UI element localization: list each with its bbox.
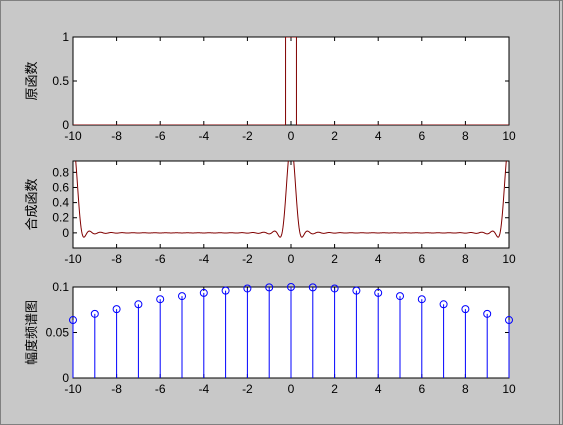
x-tick-label: 6 [418, 129, 425, 143]
x-tick-label: -4 [198, 252, 209, 266]
axes-amplitude-spectrum: -10 -8 -6 -4 -2 0 2 4 6 8 10 0 0.05 0.1 幅度频谱图 [24, 280, 516, 396]
x-tick-label: -4 [198, 382, 209, 396]
y-tick-label: 1 [62, 30, 69, 44]
stem-marker [112, 305, 121, 314]
x-tick-label: 8 [462, 382, 469, 396]
stem-marker [439, 300, 448, 309]
x-tick-label: -6 [155, 252, 166, 266]
x-tick-label: -10 [64, 129, 82, 143]
x-tick-label: 0 [288, 252, 295, 266]
stem-marker [199, 288, 208, 297]
y-tick-label: 0.8 [52, 165, 69, 179]
y-tick-label: 0 [62, 118, 69, 132]
stem-marker [243, 284, 252, 293]
stem-marker [461, 305, 470, 314]
stem-marker [374, 288, 383, 297]
stem-marker [505, 316, 513, 325]
stem-marker [308, 283, 317, 292]
y-tick-label: 0.2 [52, 211, 69, 225]
stem-marker [287, 283, 295, 291]
y-axis-label: 合成函数 [24, 178, 39, 230]
stem-marker [221, 286, 230, 295]
x-tick-label: 0 [288, 382, 295, 396]
y-tick-label: 0.6 [52, 180, 69, 194]
x-tick-label: -8 [111, 129, 122, 143]
x-tick-label: -2 [242, 382, 253, 396]
x-tick-label: 2 [331, 129, 338, 143]
plot-area [72, 160, 510, 249]
y-axis-label: 幅度频谱图 [24, 300, 39, 365]
stem-marker [265, 283, 274, 292]
stem-marker [134, 300, 143, 309]
x-tick-label: 10 [502, 129, 516, 143]
stem-marker [396, 292, 404, 301]
stem-marker [69, 316, 77, 325]
x-tick-label: 4 [375, 252, 382, 266]
plot-area [72, 36, 510, 126]
x-tick-label: -10 [64, 382, 82, 396]
y-tick-label: 0 [62, 226, 69, 240]
x-tick-label: 2 [331, 252, 338, 266]
x-tick-label: 8 [462, 252, 469, 266]
x-tick-label: 4 [375, 382, 382, 396]
y-axis-label: 原函数 [24, 61, 39, 100]
axes-original-function: -10 -8 -6 -4 -2 0 2 4 6 8 10 0 0.5 1 原函数 [24, 30, 516, 143]
x-tick-label: 0 [288, 129, 295, 143]
y-tick-label: 0 [62, 371, 69, 385]
x-tick-label: -6 [155, 129, 166, 143]
x-tick-label: -4 [198, 129, 209, 143]
stem-marker [417, 295, 426, 304]
stem-marker [483, 309, 492, 318]
x-tick-label: 6 [418, 252, 425, 266]
x-tick-label: -10 [64, 252, 82, 266]
stem-marker [178, 292, 186, 301]
series-line [75, 161, 507, 238]
stem-marker [352, 286, 361, 295]
x-tick-label: 4 [375, 129, 382, 143]
x-tick-label: -6 [155, 382, 166, 396]
stem-marker [156, 295, 165, 304]
x-tick-label: 10 [502, 382, 516, 396]
y-tick-label: 0.5 [52, 74, 69, 88]
x-tick-label: -8 [111, 252, 122, 266]
y-tick-label: 0.4 [52, 196, 69, 210]
x-tick-label: 10 [502, 252, 516, 266]
x-tick-label: 6 [418, 382, 425, 396]
x-tick-label: 8 [462, 129, 469, 143]
x-tick-label: -2 [242, 252, 253, 266]
x-tick-label: -2 [242, 129, 253, 143]
stem-marker [330, 284, 339, 293]
x-tick-label: -8 [111, 382, 122, 396]
y-tick-label: 0.1 [52, 280, 69, 294]
y-tick-label: 0.05 [46, 326, 70, 340]
x-tick-label: 2 [331, 382, 338, 396]
stem-marker [90, 309, 99, 318]
